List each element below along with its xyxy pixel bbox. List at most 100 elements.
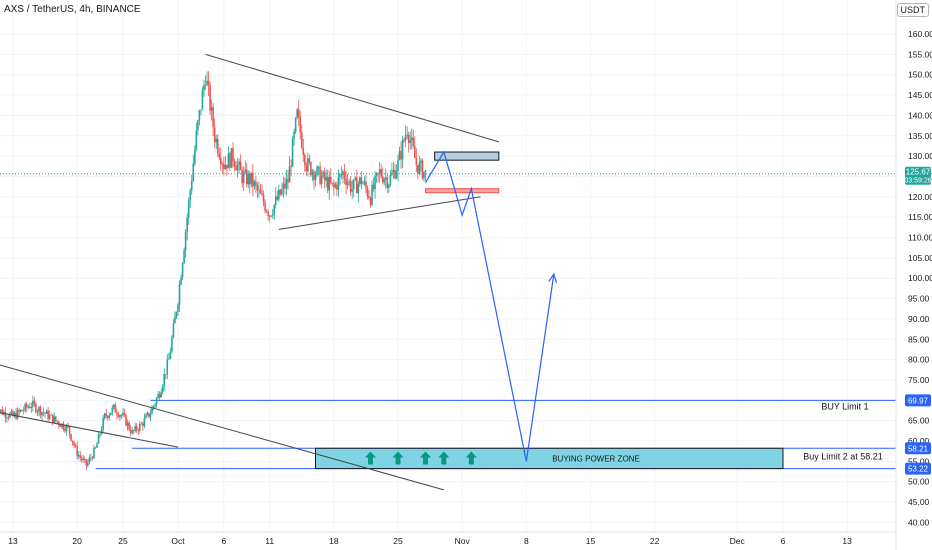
candle-body — [129, 429, 132, 434]
time-tick-label: Dec — [730, 536, 746, 546]
candle-body — [175, 312, 178, 317]
candle-body — [354, 177, 357, 180]
time-tick-label: Oct — [171, 536, 185, 546]
bar-countdown: 03:59:26 — [904, 178, 931, 185]
candle-body — [168, 358, 170, 360]
candle-body — [189, 190, 192, 201]
candle-body — [102, 418, 104, 430]
candle-body — [142, 423, 144, 426]
candle-body — [36, 411, 39, 413]
candle-body — [139, 423, 141, 431]
candle-body — [158, 393, 161, 398]
projection-polyline[interactable] — [424, 150, 555, 462]
candle-body — [22, 410, 25, 412]
zone-rect[interactable] — [315, 447, 784, 470]
price-tick-label: 120.00 — [908, 192, 932, 202]
candle-body — [190, 180, 193, 191]
candle-body — [25, 404, 28, 408]
candle-body — [229, 153, 231, 168]
price-tick-label: 80.00 — [908, 355, 930, 365]
candle-body — [423, 171, 425, 179]
candle-body — [79, 455, 82, 458]
candle-body — [19, 410, 22, 412]
candle-body — [134, 426, 137, 431]
support-box[interactable] — [425, 188, 500, 194]
buy-limit-1-label: BUY Limit 1 — [821, 401, 868, 411]
candle-body — [42, 412, 45, 413]
resistance-box[interactable] — [434, 151, 500, 161]
buying-power-zone[interactable]: BUYING POWER ZONE — [315, 447, 784, 470]
candle-body — [204, 84, 207, 86]
price-axis[interactable]: 40.0045.0050.0065.0070.0075.0080.0085.00… — [908, 29, 932, 527]
candle-body — [210, 107, 213, 111]
candle-body — [304, 154, 306, 166]
candle-body — [192, 163, 195, 181]
downtrend-long-line[interactable] — [0, 335, 444, 491]
interval-label[interactable]: 4h — [79, 4, 91, 15]
price-tick-label: 40.00 — [908, 517, 930, 527]
candle-body — [245, 169, 248, 185]
triangle-upper-line[interactable] — [205, 53, 499, 143]
candle-body — [76, 445, 78, 457]
candle-body — [398, 151, 401, 160]
candle-body — [380, 169, 382, 177]
candle-body — [143, 418, 146, 426]
candle-body — [33, 400, 36, 404]
candle-body — [418, 162, 421, 174]
candle-body — [424, 170, 427, 172]
symbol-name[interactable]: AXS / TetherUS — [4, 4, 74, 15]
candle-body — [197, 121, 199, 131]
candle-body — [77, 455, 80, 457]
candle-body — [349, 181, 352, 192]
candle-body — [180, 277, 182, 285]
candle-body — [195, 130, 198, 150]
time-tick-label: 25 — [393, 536, 403, 546]
candle-body — [47, 410, 49, 419]
candle-body — [406, 134, 408, 136]
candle-body — [404, 135, 407, 141]
candle-body — [157, 393, 159, 399]
price-boxes[interactable] — [425, 151, 500, 194]
candle-body — [35, 403, 37, 413]
candle-body — [59, 425, 62, 428]
trendlines[interactable] — [0, 53, 499, 491]
candle-body — [126, 422, 129, 426]
candle-body — [172, 323, 175, 338]
price-tick-label: 95.00 — [908, 294, 930, 304]
candle-body — [288, 165, 291, 183]
candle-body — [4, 411, 7, 418]
exchange-label: BINANCE — [96, 4, 141, 15]
price-tick-label: 105.00 — [908, 253, 932, 263]
candle-body — [9, 413, 11, 418]
candle-body — [163, 374, 166, 386]
candle-body — [97, 434, 100, 444]
candle-body — [169, 351, 172, 359]
candle-body — [293, 131, 295, 139]
candle-body — [187, 200, 190, 218]
currency-button[interactable]: USDT — [896, 3, 929, 17]
projection-path[interactable] — [424, 150, 558, 462]
candle-body — [45, 410, 48, 414]
time-tick-label: 8 — [524, 536, 529, 546]
candle-body — [250, 172, 253, 185]
candle-body — [221, 164, 224, 165]
downtrend-short-line[interactable] — [0, 392, 179, 448]
candle-body — [48, 415, 51, 419]
price-tick-label: 85.00 — [908, 334, 930, 344]
candle-body — [352, 179, 355, 190]
time-axis[interactable]: 13 20 25 Oct 6 11 18 25 Nov 8 15 22 Dec 6 13 — [8, 536, 852, 546]
triangle-lower-line[interactable] — [278, 196, 481, 230]
candle-body — [320, 176, 323, 185]
candle-body — [249, 173, 251, 185]
candle-body — [401, 139, 404, 160]
candle-body — [391, 172, 393, 176]
candle-body — [238, 161, 240, 166]
candle-body — [166, 359, 169, 375]
candle-body — [125, 415, 127, 426]
candle-body — [132, 430, 135, 432]
candle-body — [302, 147, 305, 155]
price-tick-label: 115.00 — [908, 212, 932, 222]
candle-body — [200, 109, 202, 111]
candle-body — [259, 189, 262, 194]
